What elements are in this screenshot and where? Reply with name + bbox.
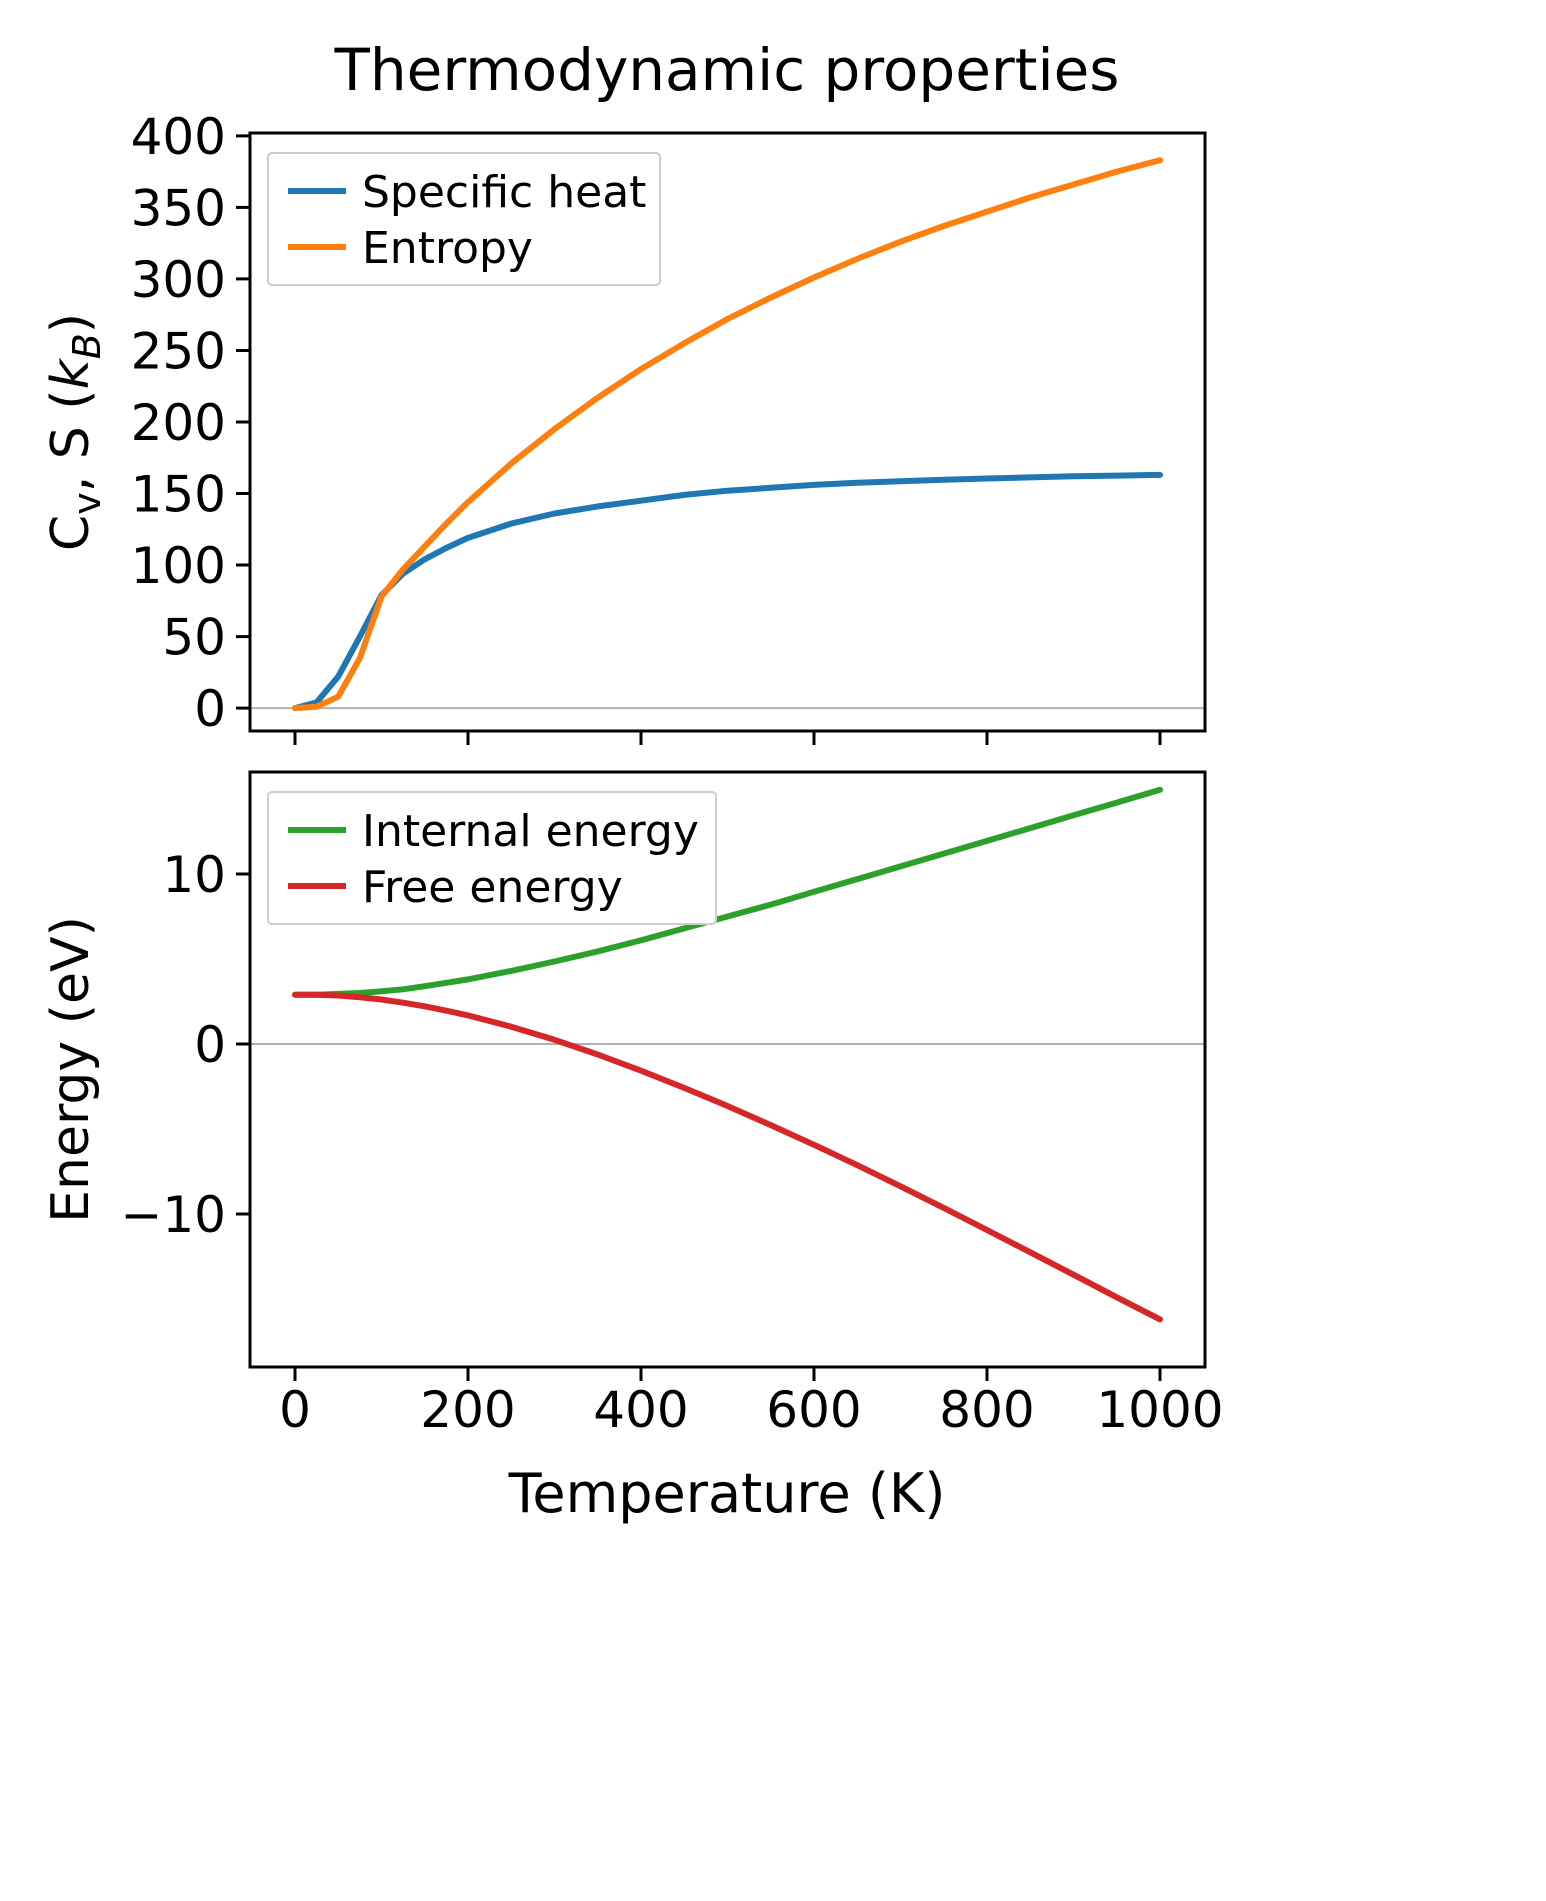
- y-tick-label: 250: [131, 323, 226, 381]
- y-axis-label: Cv, S (kB): [41, 313, 109, 551]
- y-tick-label: 400: [131, 108, 226, 166]
- x-tick-label: 600: [766, 1381, 861, 1439]
- panel-0: 0 50 100 150 200 250 300 350 400 Cv, S (kB) Specif…: [41, 108, 1207, 745]
- series-line-internal-energy: [292, 786, 1163, 998]
- y-tick-label: 350: [131, 179, 226, 237]
- y-tick-label: 100: [131, 537, 226, 595]
- figure-title: Thermodynamic properties: [334, 36, 1120, 104]
- y-tick-label: 0: [194, 1016, 226, 1074]
- y-tick-label: −10: [120, 1186, 226, 1244]
- x-axis-label: Temperature (K): [508, 1462, 946, 1525]
- series-line-entropy: [292, 157, 1163, 712]
- legend-box: [267, 152, 661, 286]
- axes-frame: [248, 131, 1207, 733]
- y-axis-label: Energy (eV): [41, 916, 101, 1223]
- y-tick-label: 200: [131, 394, 226, 452]
- panel-1: 0 200 400 600 800 1000 −10 0 10 Energy (eV) Intern…: [41, 770, 1224, 1439]
- x-tick-label: 0: [279, 1381, 311, 1439]
- legend-label: Free energy: [362, 862, 623, 913]
- series-line-specific-heat: [292, 471, 1163, 712]
- y-tick-label: 0: [194, 680, 226, 738]
- series-line-free-energy: [292, 991, 1163, 1323]
- y-tick-label: 150: [131, 466, 226, 524]
- y-tick-label: 10: [162, 846, 226, 904]
- legend-label: Internal energy: [362, 806, 699, 857]
- x-tick-label: 1000: [1096, 1381, 1223, 1439]
- legend-label: Entropy: [362, 223, 533, 274]
- legend-label: Specific heat: [362, 167, 646, 218]
- legend-box: [267, 791, 717, 925]
- y-tick-label: 50: [162, 609, 226, 667]
- x-tick-label: 800: [939, 1381, 1034, 1439]
- x-tick-label: 400: [593, 1381, 688, 1439]
- y-tick-label: 300: [131, 251, 226, 309]
- axes-frame: [248, 770, 1207, 1369]
- x-tick-label: 200: [420, 1381, 515, 1439]
